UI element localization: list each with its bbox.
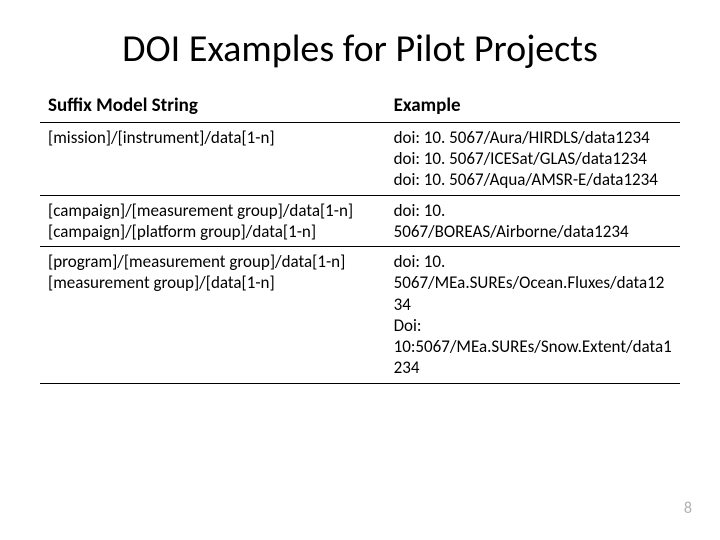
cell-model: [campaign]/[measurement group]/data[1-n]… — [40, 195, 386, 247]
cell-model: [mission]/[instrument]/data[1-n] — [40, 122, 386, 195]
table-row: [mission]/[instrument]/data[1-n] doi: 10… — [40, 122, 680, 195]
slide: DOI Examples for Pilot Projects Suffix M… — [0, 0, 720, 540]
table-header-row: Suffix Model String Example — [40, 90, 680, 122]
doi-examples-table: Suffix Model String Example [mission]/[i… — [40, 90, 680, 384]
cell-example: doi: 10. 5067/MEa.SUREs/Ocean.Fluxes/dat… — [386, 247, 680, 384]
cell-example: doi: 10. 5067/Aura/HIRDLS/data1234doi: 1… — [386, 122, 680, 195]
table-row: [program]/[measurement group]/data[1-n][… — [40, 247, 680, 384]
page-number: 8 — [684, 499, 692, 518]
cell-model: [program]/[measurement group]/data[1-n][… — [40, 247, 386, 384]
col-header-model: Suffix Model String — [40, 90, 386, 122]
page-title: DOI Examples for Pilot Projects — [40, 26, 680, 72]
cell-example: doi: 10. 5067/BOREAS/Airborne/data1234 — [386, 195, 680, 247]
table-row: [campaign]/[measurement group]/data[1-n]… — [40, 195, 680, 247]
col-header-example: Example — [386, 90, 680, 122]
